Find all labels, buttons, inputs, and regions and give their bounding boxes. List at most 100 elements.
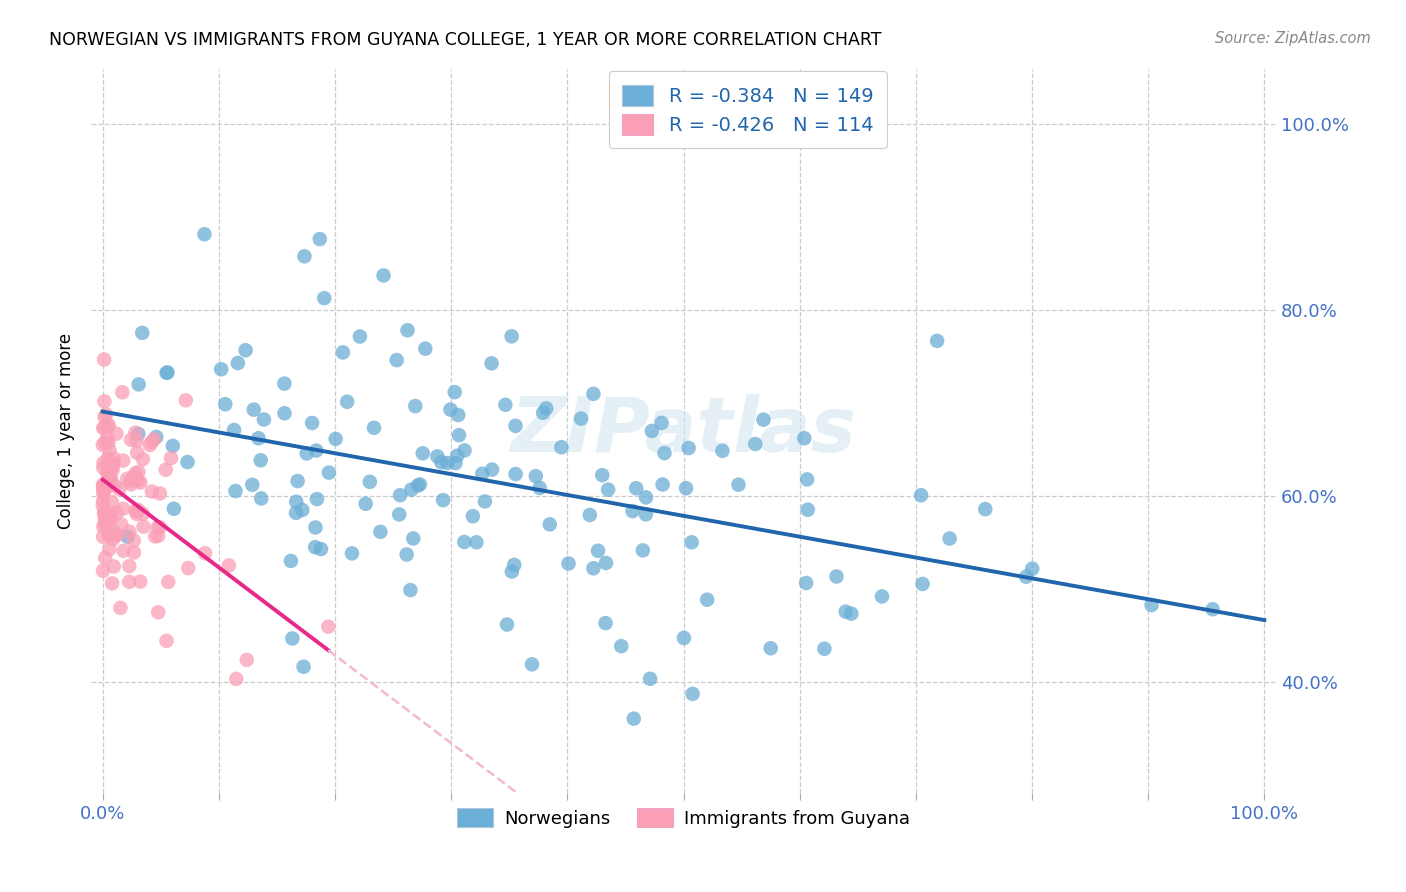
Point bbox=[651, 477, 673, 491]
Point bbox=[176, 455, 198, 469]
Point bbox=[385, 353, 408, 368]
Point bbox=[174, 393, 197, 408]
Point bbox=[927, 334, 949, 348]
Point bbox=[108, 482, 131, 496]
Point bbox=[582, 561, 605, 575]
Point bbox=[162, 439, 184, 453]
Point bbox=[624, 481, 647, 495]
Point bbox=[97, 528, 120, 542]
Point bbox=[494, 398, 516, 412]
Point bbox=[163, 501, 186, 516]
Point bbox=[610, 639, 633, 653]
Point bbox=[125, 434, 148, 448]
Point bbox=[124, 467, 146, 481]
Point bbox=[132, 507, 155, 521]
Point bbox=[595, 556, 617, 570]
Y-axis label: College, 1 year or more: College, 1 year or more bbox=[58, 333, 75, 529]
Point bbox=[373, 268, 395, 283]
Point bbox=[93, 409, 115, 424]
Point bbox=[93, 420, 115, 434]
Point bbox=[496, 617, 519, 632]
Point bbox=[447, 428, 470, 442]
Point bbox=[93, 507, 115, 521]
Point bbox=[409, 477, 432, 491]
Point bbox=[101, 463, 124, 477]
Point bbox=[97, 435, 120, 450]
Point bbox=[354, 497, 377, 511]
Point bbox=[148, 605, 170, 619]
Point bbox=[273, 406, 295, 420]
Point bbox=[94, 480, 117, 494]
Point bbox=[118, 559, 141, 574]
Point bbox=[634, 508, 657, 522]
Point bbox=[413, 342, 436, 356]
Point bbox=[1201, 602, 1223, 616]
Point bbox=[974, 502, 997, 516]
Point bbox=[389, 488, 412, 502]
Point bbox=[122, 533, 145, 548]
Point bbox=[471, 467, 494, 481]
Point bbox=[105, 506, 128, 520]
Point bbox=[308, 232, 330, 246]
Point bbox=[412, 446, 434, 460]
Point bbox=[281, 632, 304, 646]
Point bbox=[595, 616, 617, 631]
Point bbox=[139, 438, 162, 452]
Point bbox=[621, 504, 644, 518]
Point bbox=[631, 543, 654, 558]
Point bbox=[634, 491, 657, 505]
Point bbox=[505, 418, 527, 433]
Point bbox=[638, 672, 661, 686]
Point bbox=[101, 576, 124, 591]
Point bbox=[247, 431, 270, 445]
Point bbox=[744, 437, 766, 451]
Point bbox=[446, 449, 468, 463]
Point bbox=[432, 493, 454, 508]
Point bbox=[91, 477, 114, 491]
Point bbox=[557, 557, 579, 571]
Point bbox=[529, 481, 551, 495]
Point bbox=[222, 423, 245, 437]
Point bbox=[118, 524, 141, 539]
Point bbox=[287, 474, 309, 488]
Point bbox=[395, 548, 418, 562]
Point bbox=[94, 435, 117, 450]
Point bbox=[110, 517, 132, 532]
Point bbox=[98, 443, 121, 458]
Point bbox=[250, 491, 273, 506]
Point bbox=[120, 474, 142, 488]
Point bbox=[759, 641, 782, 656]
Point bbox=[101, 459, 124, 474]
Point bbox=[209, 362, 232, 376]
Point bbox=[396, 323, 419, 337]
Point bbox=[112, 453, 135, 467]
Point bbox=[406, 478, 429, 492]
Point bbox=[825, 569, 848, 583]
Point bbox=[242, 402, 264, 417]
Point bbox=[93, 486, 115, 500]
Point bbox=[569, 411, 592, 425]
Point bbox=[813, 641, 835, 656]
Point bbox=[103, 559, 125, 574]
Point bbox=[295, 446, 318, 460]
Point bbox=[155, 633, 177, 648]
Point bbox=[97, 417, 120, 432]
Point bbox=[598, 483, 620, 497]
Point bbox=[96, 466, 118, 480]
Point bbox=[309, 542, 332, 557]
Point bbox=[501, 565, 523, 579]
Point bbox=[235, 343, 257, 358]
Point bbox=[155, 463, 177, 477]
Point bbox=[143, 432, 166, 446]
Point bbox=[124, 504, 146, 518]
Point bbox=[127, 503, 149, 517]
Point bbox=[98, 459, 121, 474]
Point bbox=[292, 659, 315, 673]
Point bbox=[93, 517, 115, 532]
Point bbox=[681, 535, 703, 549]
Point bbox=[285, 494, 308, 508]
Point bbox=[453, 443, 475, 458]
Point bbox=[98, 526, 121, 541]
Point bbox=[155, 366, 177, 380]
Point bbox=[291, 503, 314, 517]
